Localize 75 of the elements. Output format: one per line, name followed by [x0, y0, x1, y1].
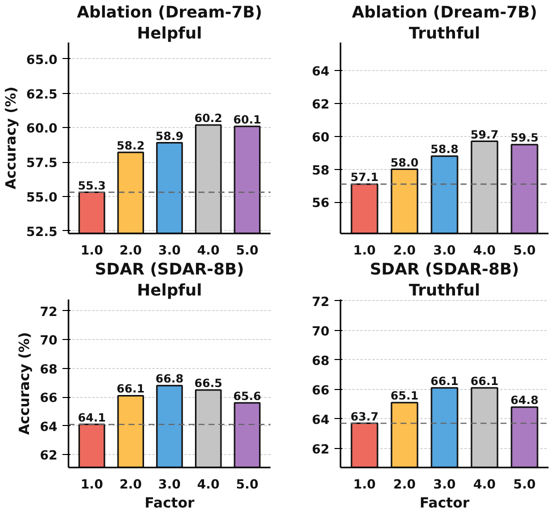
x-tick-label: 4.0 [197, 476, 220, 492]
y-axis-title: Accuracy (%) [3, 86, 20, 190]
y-tick-label: 66 [40, 390, 58, 406]
x-tick-label: 5.0 [513, 242, 536, 258]
data-label: 66.5 [194, 376, 222, 390]
data-label: 65.1 [390, 388, 419, 403]
data-label: 64.8 [510, 393, 539, 408]
y-tick-label: 62 [40, 448, 58, 463]
data-label: 63.7 [350, 409, 378, 424]
x-tick-label: 5.0 [236, 242, 259, 258]
y-tick-label: 57.5 [26, 155, 58, 170]
y-tick-label: 62 [312, 441, 330, 456]
chart-title: SDAR (SDAR-8B) [94, 260, 244, 278]
y-tick-label: 70 [40, 332, 58, 348]
y-tick-label: 60 [312, 129, 330, 144]
data-label: 60.1 [233, 112, 262, 126]
x-tick-label: 2.0 [119, 242, 142, 258]
data-label: 66.1 [470, 374, 499, 388]
chart-subtitle: Helpful [136, 24, 202, 42]
x-axis-title: Factor [420, 496, 470, 512]
x-tick-label: 1.0 [353, 476, 376, 492]
data-label: 55.3 [78, 178, 106, 192]
data-label: 66.8 [156, 372, 184, 386]
y-tick-label: 56 [312, 195, 330, 210]
chart-subtitle: Truthful [408, 24, 480, 42]
y-axis-title: Accuracy (%) [16, 332, 33, 435]
data-label: 57.1 [350, 170, 379, 184]
chart-subtitle: Truthful [408, 280, 480, 300]
x-tick-label: 3.0 [158, 242, 181, 258]
y-tick-label: 52.5 [26, 224, 58, 239]
y-tick-label: 72 [312, 294, 330, 309]
chart-title: SDAR (SDAR-8B) [370, 260, 520, 278]
x-axis-title: Factor [144, 496, 194, 512]
x-tick-label: 5.0 [236, 476, 259, 492]
y-tick-label: 62 [312, 96, 330, 112]
x-tick-label: 1.0 [353, 242, 376, 258]
data-label: 58.0 [390, 155, 419, 170]
y-tick-label: 64 [312, 63, 330, 78]
x-tick-label: 2.0 [119, 476, 142, 492]
y-tick-label: 70 [312, 323, 330, 338]
x-tick-label: 3.0 [433, 476, 456, 492]
y-tick-label: 68 [312, 352, 330, 368]
x-tick-label: 3.0 [158, 476, 181, 492]
chart-subtitle: Helpful [136, 280, 202, 300]
x-tick-label: 1.0 [80, 476, 104, 492]
y-tick-label: 60.0 [26, 120, 58, 136]
x-tick-label: 3.0 [433, 242, 456, 258]
y-tick-label: 65.0 [26, 52, 58, 67]
data-label: 58.9 [156, 128, 184, 143]
data-label: 66.1 [430, 374, 459, 388]
x-tick-label: 4.0 [473, 476, 496, 492]
y-tick-label: 64 [40, 418, 58, 434]
x-tick-label: 4.0 [197, 242, 220, 258]
y-tick-label: 62.5 [26, 86, 58, 102]
data-label: 64.1 [78, 410, 106, 424]
y-tick-label: 64 [312, 412, 330, 427]
data-label: 58.8 [430, 142, 459, 156]
data-label: 59.5 [510, 130, 539, 145]
data-label: 59.7 [470, 127, 498, 142]
x-tick-label: 2.0 [393, 242, 416, 258]
data-label: 60.2 [194, 110, 222, 125]
y-tick-label: 58 [312, 162, 330, 178]
data-label: 65.6 [233, 388, 262, 403]
x-tick-label: 4.0 [473, 242, 496, 258]
y-tick-label: 66 [312, 382, 330, 398]
x-tick-label: 2.0 [393, 476, 416, 492]
data-label: 58.2 [116, 138, 145, 152]
y-tick-label: 55.0 [26, 189, 58, 204]
chart-title: Ablation (Dream-7B) [76, 2, 262, 22]
y-tick-label: 68 [40, 361, 58, 376]
x-tick-label: 1.0 [80, 242, 104, 258]
y-tick-label: 72 [40, 304, 58, 319]
x-tick-label: 5.0 [513, 476, 536, 492]
chart-title: Ablation (Dream-7B) [352, 2, 538, 22]
data-label: 66.1 [116, 382, 145, 396]
